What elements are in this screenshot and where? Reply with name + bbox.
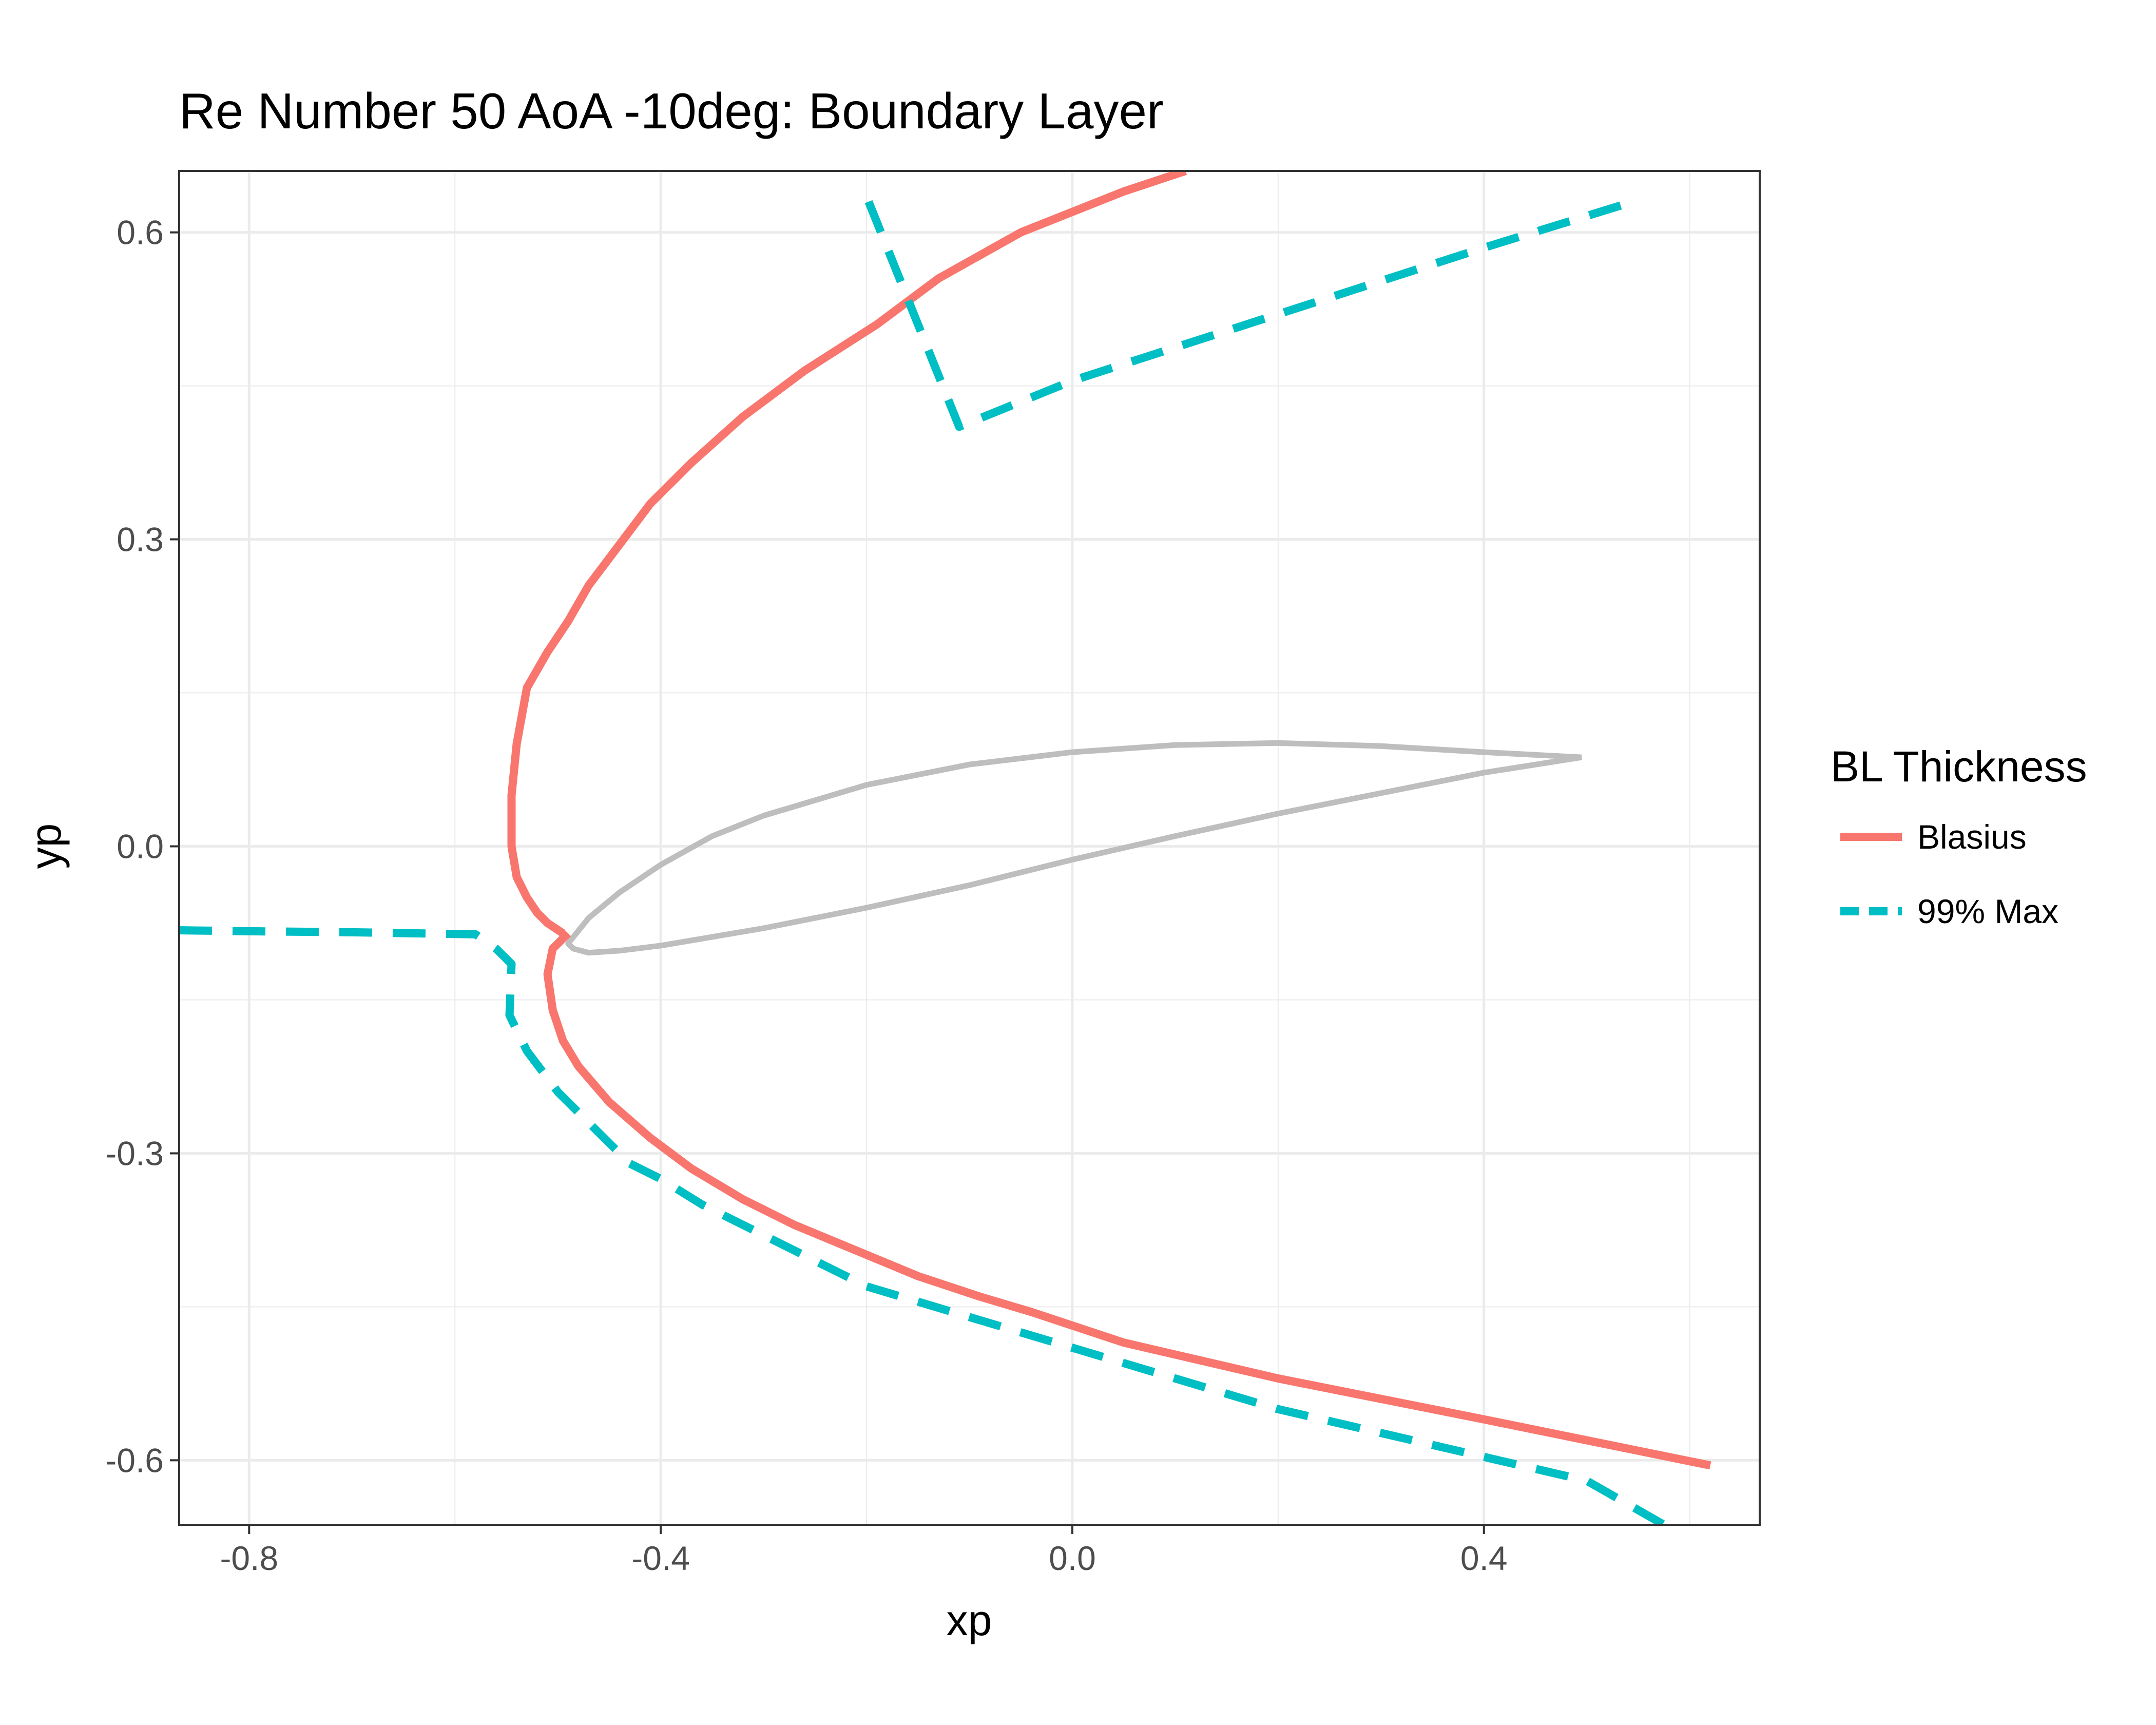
y-tick-label: -0.6 xyxy=(105,1441,164,1479)
chart-title: Re Number 50 AoA -10deg: Boundary Layer xyxy=(179,83,1164,139)
grid-major xyxy=(179,171,1760,1525)
panel-border xyxy=(178,170,1761,1526)
legend-label: Blasius xyxy=(1917,818,2027,856)
x-axis: -0.8 -0.4 0.0 0.4 xyxy=(220,1525,1508,1577)
legend-entry: 99% Max xyxy=(1840,892,2058,930)
y-tick-label: 0.0 xyxy=(117,828,164,866)
airfoil-outline xyxy=(565,740,1583,956)
y-axis: -0.6 -0.3 0.0 0.3 0.6 xyxy=(105,214,179,1479)
x-tick-label: -0.8 xyxy=(220,1539,278,1577)
x-axis-title: xp xyxy=(947,1596,992,1644)
grid-minor xyxy=(179,171,1760,1525)
series-line xyxy=(179,926,1666,1525)
legend-entries: Blasius 99% Max xyxy=(1840,818,2058,930)
legend-entry: Blasius xyxy=(1840,818,2027,856)
legend-title: BL Thickness xyxy=(1831,742,2087,791)
x-tick-label: 0.4 xyxy=(1460,1539,1508,1577)
x-tick-label: -0.4 xyxy=(631,1539,690,1577)
series-line xyxy=(507,171,1187,937)
plot-panel xyxy=(178,170,1761,1526)
y-tick-label: -0.3 xyxy=(105,1134,164,1172)
series-line xyxy=(543,930,1711,1470)
y-tick-label: 0.3 xyxy=(117,521,164,559)
legend-label: 99% Max xyxy=(1917,892,2058,930)
legend: BL Thickness Blasius 99% Max xyxy=(1831,742,2087,930)
series-line xyxy=(864,198,1634,431)
series-blasius xyxy=(507,171,1711,1470)
panel-background xyxy=(179,171,1760,1525)
y-axis-title: yp xyxy=(22,823,70,869)
x-tick-label: 0.0 xyxy=(1049,1539,1096,1577)
airfoil-path xyxy=(565,740,1583,956)
series-99-max xyxy=(179,198,1666,1525)
series-layer xyxy=(179,171,1711,1525)
y-tick-label: 0.6 xyxy=(117,214,164,252)
